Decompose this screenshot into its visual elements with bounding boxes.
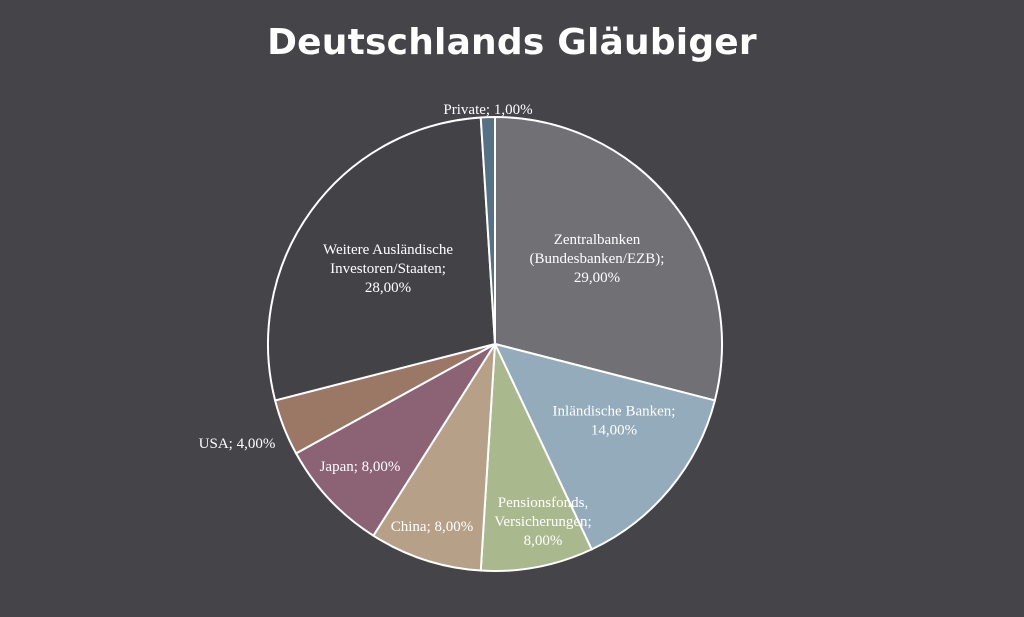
slice-label-line: Pensionsfonds, [498,495,588,511]
slice-label-line: 14,00% [591,423,637,439]
slice-label: Zentralbanken (Bundesbanken/EZB); 29,00% [530,232,665,286]
slice-label-line: Private; 1,00% [443,102,532,118]
slice-label-line: Versicherungen; [494,514,591,530]
slice-label-line: USA; 4,00% [199,436,276,452]
slice-label: Weitere Ausländische Investoren/Staaten; 2… [323,242,453,296]
slice-label-line: Inländische Banken; [553,404,676,420]
slice-label: Inländische Banken; 14,00% [553,404,676,439]
pie-slice-pensionsfonds-versicherungen [479,343,593,572]
slice-label: Japan; 8,00% [320,459,401,475]
slice-label: Pensionsfonds, Versicherungen; 8,00% [494,495,591,549]
pie-slice-zentralbanken-bundesbanken-ezb- [494,115,723,402]
slice-label-line: 8,00% [524,533,563,549]
pie-slice-private [479,115,496,345]
pie-slice-weitere-ausländische-investoren-staaten [267,116,497,402]
slice-label-line: (Bundesbanken/EZB); [530,251,665,267]
slice-label-line: Weitere Ausländische [323,242,453,258]
pie-slice-china [371,343,496,572]
slice-label-line: 29,00% [574,270,620,286]
chart-title: Deutschlands Gläubiger [267,22,757,63]
slice-label-line: Zentralbanken [554,232,641,248]
slice-label-line: Japan; 8,00% [320,459,401,475]
slice-label-line: China; 8,00% [391,519,474,535]
slice-label: Private; 1,00% [443,102,532,118]
slice-label-line: 28,00% [365,280,411,296]
slice-label: China; 8,00% [391,519,474,535]
slice-label: USA; 4,00% [199,436,276,452]
pie-slice-inländische-banken [493,342,717,551]
slice-label-line: Investoren/Staaten; [330,261,446,277]
pie-slice-japan [294,343,496,538]
